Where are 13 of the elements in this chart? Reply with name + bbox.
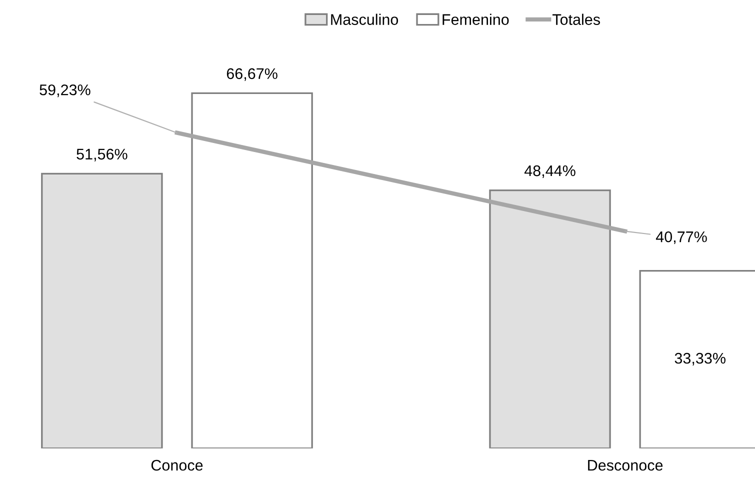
data-label: 59,23% <box>40 84 90 98</box>
data-label: 51,56% <box>76 148 128 162</box>
bar <box>41 172 163 448</box>
data-label: 40,77% <box>656 231 707 244</box>
legend-label: Masculino <box>331 14 398 25</box>
bar <box>489 189 611 448</box>
legend-label: Femenino <box>442 14 509 25</box>
x-tick-label: Conoce <box>151 460 203 471</box>
data-label: 66,67% <box>226 68 278 81</box>
data-label: 48,44% <box>524 165 576 178</box>
data-label: 33,33% <box>674 352 726 366</box>
legend-label: Totales <box>552 14 600 25</box>
x-tick-label: Desconoce <box>588 460 663 471</box>
